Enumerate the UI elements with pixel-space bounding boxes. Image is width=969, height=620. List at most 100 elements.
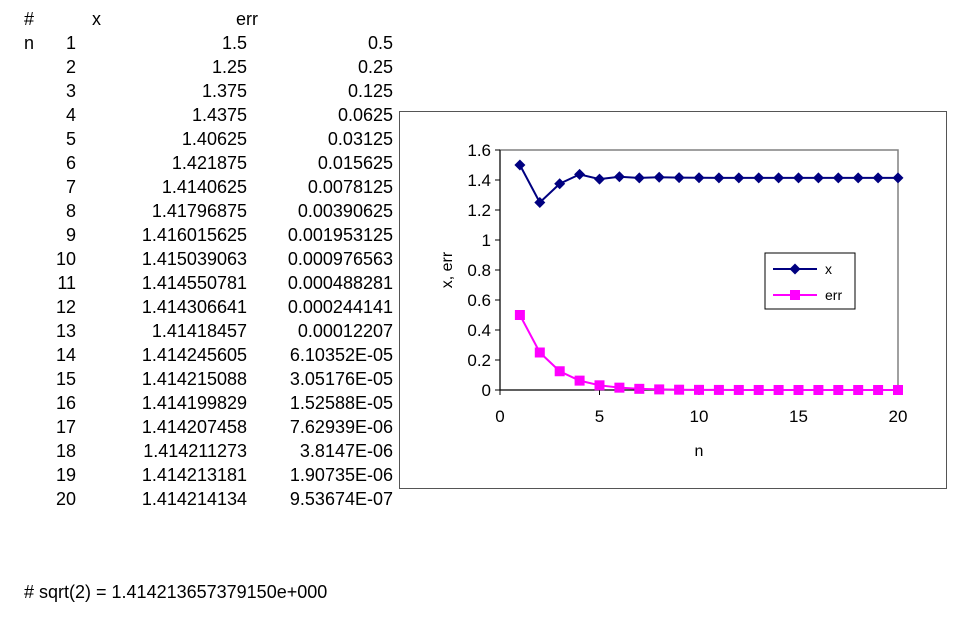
cell-err: 0.03125	[327, 129, 393, 149]
data-point-x	[713, 172, 725, 184]
data-point-err	[733, 384, 744, 395]
data-point-x	[753, 172, 765, 184]
cell-n: 18	[55, 441, 76, 461]
data-point-err	[674, 384, 685, 395]
data-point-x	[673, 172, 685, 184]
data-point-x	[872, 172, 884, 184]
cell-x: 1.414211273	[143, 441, 247, 461]
data-point-x	[892, 172, 904, 184]
legend-label-x: x	[825, 261, 832, 277]
header-n: # n	[24, 9, 35, 53]
cell-n: 10	[55, 249, 76, 269]
y-tick-label: 0.8	[467, 261, 491, 280]
data-point-err	[753, 384, 764, 395]
data-point-x	[852, 172, 864, 184]
y-axis-label: x, err	[439, 251, 456, 288]
data-point-x	[793, 172, 804, 184]
data-point-x	[693, 172, 705, 184]
cell-n: 1	[65, 33, 76, 53]
cell-x: 1.421875	[171, 153, 247, 173]
cell-err: 0.5	[367, 33, 393, 53]
data-point-x	[574, 168, 586, 180]
cell-n: 9	[65, 225, 76, 245]
sqrt2-note: # sqrt(2) = 1.414213657379150e+000	[24, 582, 328, 602]
cell-n: 12	[55, 297, 76, 317]
cell-n: 20	[55, 489, 76, 509]
data-point-x	[733, 172, 745, 184]
data-point-err	[773, 384, 784, 395]
cell-x: 1.414199829	[141, 393, 247, 413]
data-point-x	[812, 172, 824, 184]
data-point-x	[832, 172, 844, 184]
x-tick-label: 0	[495, 407, 504, 426]
cell-n: 17	[55, 417, 76, 437]
cell-x: 1.375	[201, 81, 247, 101]
cell-err: 0.000488281	[287, 273, 393, 293]
cell-x: 1.5	[221, 33, 247, 53]
cell-n: 6	[65, 153, 76, 173]
cell-x: 1.4375	[191, 105, 247, 125]
y-tick-label: 1.2	[467, 201, 491, 220]
data-point-err	[614, 382, 625, 393]
y-tick-label: 0.6	[467, 291, 491, 310]
cell-n: 14	[55, 345, 76, 365]
data-point-x	[633, 172, 645, 184]
cell-n: 8	[65, 201, 76, 221]
cell-err: 0.00390625	[297, 201, 393, 221]
header-err: err	[236, 9, 258, 29]
chart-area: 0 0.2 0.4 0.6 0.8 1 1.2 1.4 1.6 0 5 10 15 20 n x, err x e…	[399, 111, 947, 489]
data-point-err	[594, 380, 605, 391]
cell-x: 1.41796875	[151, 201, 247, 221]
cell-err: 6.10352E-05	[289, 345, 393, 365]
cell-err: 3.8147E-06	[299, 441, 393, 461]
y-tick-label: 0.4	[467, 321, 491, 340]
data-point-x	[613, 171, 625, 183]
cell-x: 1.414207458	[141, 417, 247, 437]
legend-marker-x	[789, 263, 801, 275]
cell-n: 13	[55, 321, 76, 341]
cell-n: 11	[57, 273, 76, 293]
data-point-x	[554, 178, 566, 190]
cell-err: 0.001953125	[287, 225, 393, 245]
cell-n: 15	[55, 369, 76, 389]
cell-err: 1.90735E-06	[289, 465, 393, 485]
line-chart: 0 0.2 0.4 0.6 0.8 1 1.2 1.4 1.6 0 5 10 15 20 n x, err xe…	[439, 141, 907, 460]
legend-box	[764, 252, 856, 310]
cell-x: 1.414215088	[141, 369, 247, 389]
cell-x: 1.25	[211, 57, 247, 77]
data-point-x	[534, 197, 546, 208]
cell-err: 7.62939E-06	[289, 417, 393, 437]
cell-x: 1.40625	[181, 129, 247, 149]
cell-err: 0.000976563	[287, 249, 393, 269]
data-point-err	[534, 347, 545, 358]
cell-n: 5	[65, 129, 76, 149]
cell-x: 1.414214134	[141, 489, 247, 509]
cell-x: 1.414213181	[141, 465, 247, 485]
data-point-err	[554, 366, 565, 377]
cell-x: 1.415039063	[141, 249, 247, 269]
data-point-err	[634, 383, 645, 394]
y-tick-label: 0	[482, 381, 491, 400]
data-point-err	[654, 384, 665, 395]
y-tick-label: 1	[482, 231, 491, 250]
cell-err: 3.05176E-05	[289, 369, 393, 389]
data-point-x	[594, 173, 605, 185]
cell-err: 9.53674E-07	[289, 489, 393, 509]
cell-err: 0.00012207	[297, 321, 393, 341]
data-point-err	[853, 384, 864, 395]
x-tick-label: 15	[789, 407, 808, 426]
data-point-err	[793, 384, 804, 395]
legend-marker-err	[790, 290, 800, 300]
y-tick-label: 1.6	[467, 141, 491, 160]
cell-n: 19	[55, 465, 76, 485]
cell-n: 2	[65, 57, 76, 77]
cell-x: 1.414245605	[141, 345, 247, 365]
cell-err: 0.000244141	[287, 297, 393, 317]
cell-err: 0.0078125	[307, 177, 393, 197]
cell-err: 0.015625	[317, 153, 393, 173]
cell-n: 4	[65, 105, 76, 125]
data-point-err	[813, 384, 824, 395]
data-point-err	[694, 384, 704, 395]
data-point-err	[713, 384, 724, 395]
cell-err: 1.52588E-05	[289, 393, 393, 413]
